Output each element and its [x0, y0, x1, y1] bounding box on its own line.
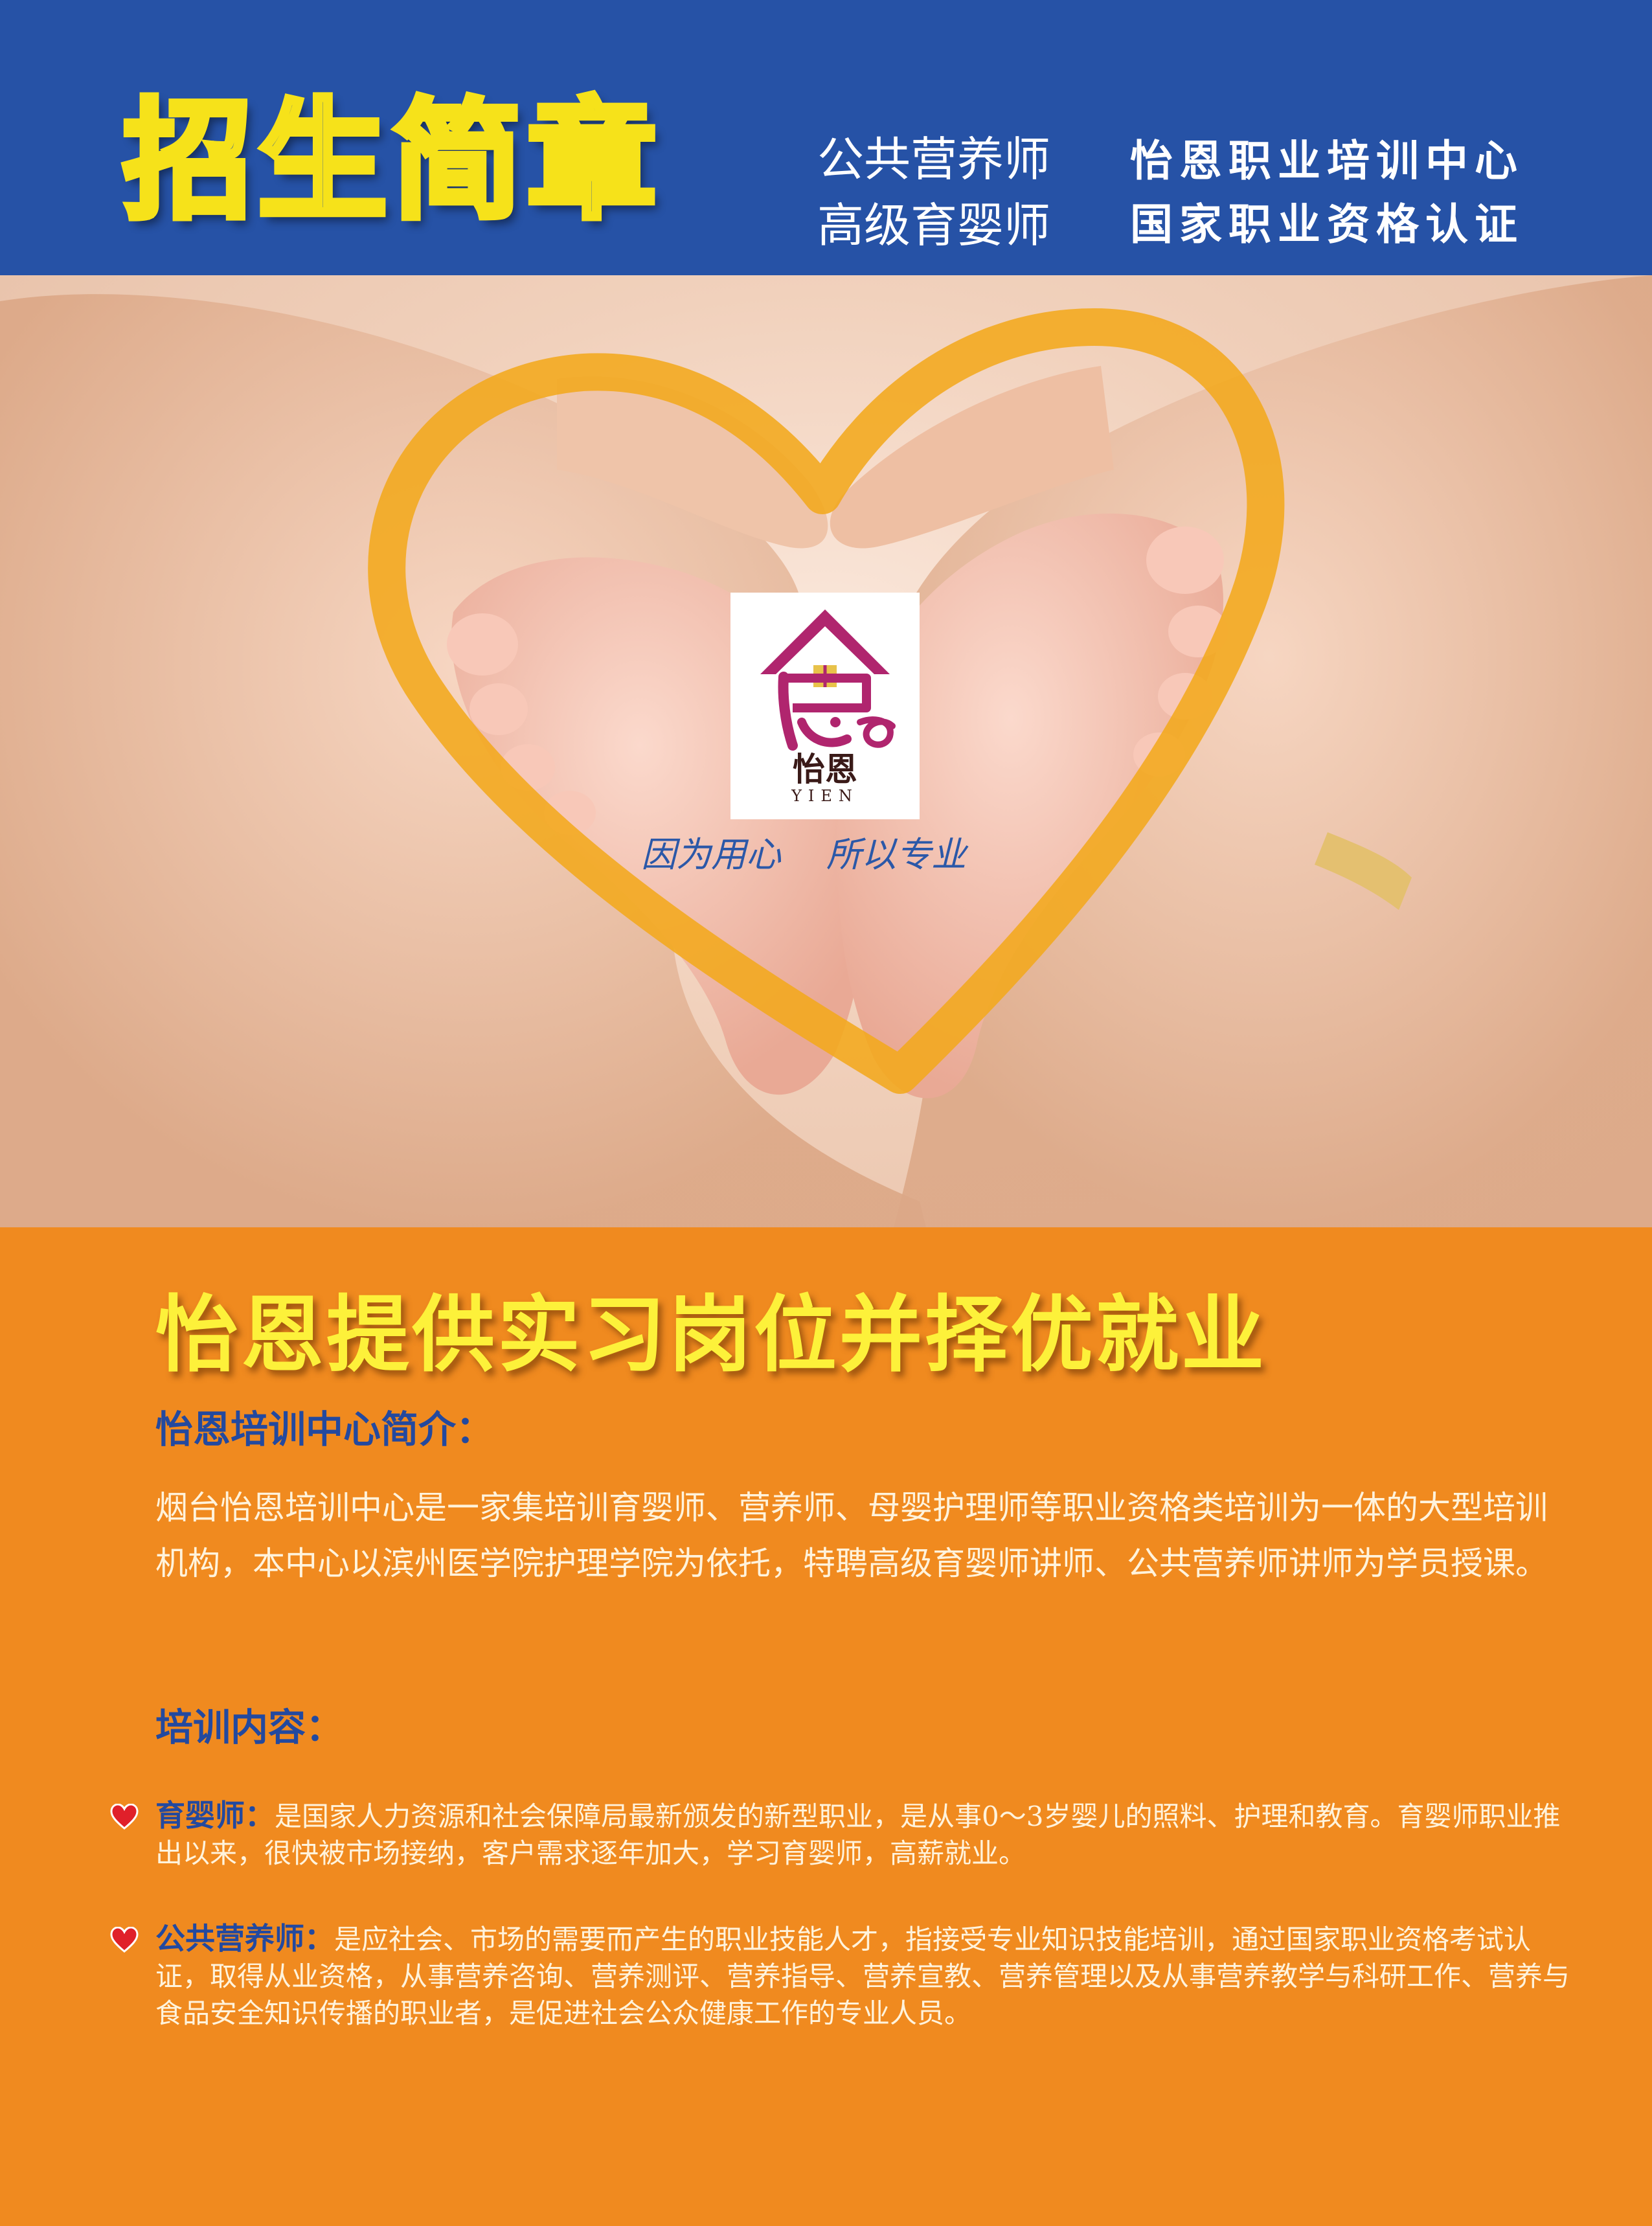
logo-text-cn: 怡恩: [793, 751, 857, 788]
promo-headline: 怡恩提供实习岗位并择优就业: [155, 1287, 1267, 1383]
org-info: 怡恩职业培训中心 国家职业资格认证: [1130, 130, 1524, 256]
item-label: 育婴师：: [155, 1798, 275, 1833]
right-thumb: [830, 366, 1114, 549]
slogan: 因为用心 所以专业: [641, 826, 966, 877]
course-nutritionist: 公共营养师: [817, 132, 1051, 187]
header-band: 招生简章 公共营养师 高级育婴师 怡恩职业培训中心 国家职业资格认证: [0, 0, 1652, 275]
training-item-childcare: 育婴师：是国家人力资源和社会保障局最新颁发的新型职业，是从事0～3岁婴儿的照料、…: [110, 1797, 1574, 1872]
logo-text-en: YIEN: [791, 787, 859, 805]
ring: [1315, 832, 1412, 910]
heart-bullet-icon: [110, 1804, 139, 1830]
house-roof-icon: [760, 609, 896, 751]
slogan-part-2: 所以专业: [826, 834, 966, 875]
left-thumb: [557, 376, 828, 549]
info-section: 怡恩提供实习岗位并择优就业 怡恩培训中心简介： 烟台怡恩培训中心是一家集培训育婴…: [0, 1227, 1652, 2226]
course-childcare: 高级育婴师: [817, 198, 1051, 253]
heart-bullet-icon: [110, 1927, 139, 1953]
org-name: 怡恩职业培训中心: [1130, 136, 1524, 186]
item-label: 公共营养师：: [155, 1921, 334, 1956]
training-item-nutritionist: 公共营养师：是应社会、市场的需要而产生的职业技能人才，指接受专业知识技能培训，通…: [110, 1920, 1574, 2032]
certification: 国家职业资格认证: [1130, 199, 1524, 249]
intro-text: 烟台怡恩培训中心是一家集培训育婴师、营养师、母婴护理师等职业资格类培训为一体的大…: [155, 1489, 1548, 1582]
right-hand: [886, 275, 1652, 1227]
hero-photo: 怡恩 YIEN 因为用心 所以专业: [0, 275, 1652, 1227]
training-title: 培训内容：: [155, 1705, 344, 1749]
course-list: 公共营养师 高级育婴师: [817, 126, 1050, 258]
hands-feet-illustration: [0, 275, 1652, 1227]
heart-outline: [368, 308, 1285, 1094]
logo: 怡恩 YIEN: [730, 593, 920, 819]
main-title: 招生简章: [120, 86, 662, 237]
slogan-part-1: 因为用心: [641, 834, 781, 875]
baby-foot-right: [837, 513, 1224, 1098]
item-text: 是国家人力资源和社会保障局最新颁发的新型职业，是从事0～3岁婴儿的照料、护理和教…: [155, 1800, 1561, 1869]
intro-title: 怡恩培训中心简介：: [155, 1407, 494, 1451]
item-text: 是应社会、市场的需要而产生的职业技能人才，指接受专业知识技能培训，通过国家职业资…: [155, 1924, 1570, 2029]
